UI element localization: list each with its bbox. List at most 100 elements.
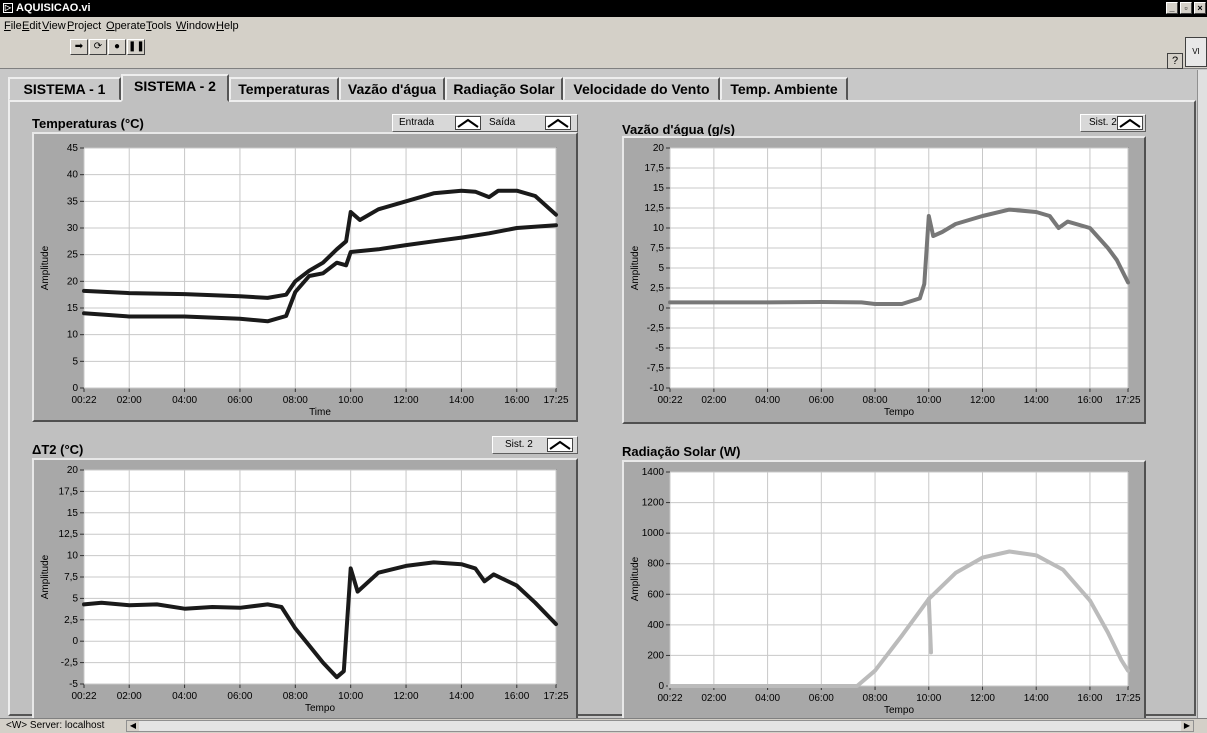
plot-area [669, 471, 1129, 687]
y-axis-label: Amplitude [630, 245, 641, 290]
y-tick-label: 35 [67, 196, 79, 207]
tab-sistema-2[interactable]: SISTEMA - 2 [121, 74, 229, 102]
close-button[interactable]: × [1194, 2, 1206, 14]
run-continuously-icon[interactable]: ⟳ [89, 39, 107, 55]
tab-sistema-1[interactable]: SISTEMA - 1 [8, 77, 121, 101]
x-axis-label: Tempo [305, 703, 335, 714]
scroll-left-icon[interactable]: ◀ [127, 721, 139, 731]
y-tick-label: -5 [69, 679, 78, 690]
x-tick-label: 14:00 [449, 691, 474, 702]
y-tick-label: 12,5 [645, 203, 665, 214]
y-axis-label: Amplitude [40, 245, 51, 290]
tab-vazao-agua[interactable]: Vazão d'água [339, 77, 445, 101]
plot-legend-temperaturas[interactable]: Entrada Saída [392, 114, 578, 132]
x-tick-label: 16:00 [1077, 693, 1102, 704]
y-tick-label: 400 [647, 620, 664, 631]
server-status: <W> Server: localhost [6, 720, 105, 731]
y-tick-label: 0 [72, 636, 78, 647]
plot-legend-vazao[interactable]: Sist. 2 [1080, 114, 1146, 132]
x-tick-label: 02:00 [701, 693, 726, 704]
menu-window[interactable]: Window [176, 20, 216, 32]
y-tick-label: 7,5 [650, 243, 664, 254]
maximize-button[interactable]: ▫ [1180, 2, 1192, 14]
tab-velocidade-vento[interactable]: Velocidade do Vento [563, 77, 720, 101]
run-arrow-icon[interactable]: ➡ [70, 39, 88, 55]
plot-style-icon[interactable] [455, 116, 481, 130]
menu-operate[interactable]: Operate [106, 20, 146, 32]
toolbar: ➡ ⟳ ● ❚❚ ? VI [0, 35, 1207, 69]
y-tick-label: 5 [72, 593, 78, 604]
vi-icon: ▷ [3, 3, 13, 13]
y-tick-label: 600 [647, 589, 664, 600]
y-tick-label: 10 [67, 551, 79, 562]
y-tick-label: 15 [653, 183, 665, 194]
minimize-button[interactable]: _ [1166, 2, 1178, 14]
context-help-button[interactable]: ? [1167, 53, 1183, 69]
y-tick-label: 5 [658, 263, 664, 274]
menu-project[interactable]: Project [67, 20, 102, 32]
chart-radiacao[interactable]: 00:22 02:00 04:00 06:00 08:00 10:00 12:00 14:00… [622, 460, 1146, 720]
chart-title-vazao: Vazão d'água (g/s) [622, 122, 735, 137]
x-tick-label: 17:25 [543, 395, 568, 406]
x-tick-label: 02:00 [117, 395, 142, 406]
legend-label-entrada: Entrada [399, 117, 435, 128]
x-tick-label: 04:00 [755, 395, 780, 406]
y-tick-label: 40 [67, 170, 79, 181]
plot-area [83, 147, 557, 389]
horizontal-scrollbar[interactable]: ◀ ▶ [126, 720, 1194, 732]
y-tick-label: 2,5 [64, 615, 78, 626]
menu-file[interactable]: File [4, 20, 22, 32]
y-tick-label: 15 [67, 303, 79, 314]
chart-title-radiacao: Radiação Solar (W) [622, 444, 741, 459]
y-axis-label: Amplitude [40, 554, 51, 599]
plot-style-icon[interactable] [1117, 116, 1143, 130]
series-line-2 [82, 223, 558, 324]
x-tick-label: 10:00 [916, 395, 941, 406]
chart-temperaturas[interactable]: 00:22 02:00 04:00 06:00 08:00 10:00 12:00 14:00… [32, 132, 578, 422]
series-line-1 [668, 207, 1130, 306]
menu-view[interactable]: View [42, 20, 66, 32]
chart-delta-t2[interactable]: 00:22 02:00 04:00 06:00 08:00 10:00 12:00 14:00… [32, 458, 578, 720]
plot-legend-delta[interactable]: Sist. 2 [492, 436, 578, 454]
y-tick-label: 20 [653, 143, 665, 154]
y-tick-label: 0 [658, 303, 664, 314]
x-tick-label: 14:00 [1024, 693, 1049, 704]
window-title: AQUISICAO.vi [16, 2, 91, 14]
x-tick-label: 16:00 [504, 395, 529, 406]
tab-panel-sistema-2: Temperaturas (°C) Entrada Saída 00:22 02:… [8, 100, 1196, 720]
x-tick-label: 00:22 [71, 691, 96, 702]
x-tick-label: 08:00 [283, 395, 308, 406]
menu-help[interactable]: Help [216, 20, 239, 32]
series-line-1 [82, 560, 558, 680]
y-tick-label: 12,5 [59, 529, 79, 540]
x-axis-label: Tempo [884, 705, 914, 716]
vertical-scrollbar[interactable] [1197, 70, 1207, 718]
y-tick-label: 20 [67, 465, 79, 476]
x-tick-label: 00:22 [657, 395, 682, 406]
series-line-1 [82, 188, 558, 300]
chart-vazao[interactable]: 00:22 02:00 04:00 06:00 08:00 10:00 12:00 14:00… [622, 136, 1146, 424]
x-tick-label: 08:00 [863, 395, 888, 406]
plot-style-icon[interactable] [547, 438, 573, 452]
y-tick-label: -7,5 [647, 363, 665, 374]
pause-icon[interactable]: ❚❚ [127, 39, 145, 55]
scroll-right-icon[interactable]: ▶ [1181, 721, 1193, 731]
y-tick-label: 0 [658, 681, 664, 692]
menu-tools[interactable]: Tools [146, 20, 172, 32]
tab-temp-ambiente[interactable]: Temp. Ambiente [720, 77, 848, 101]
menu-bar: File Edit View Project Operate Tools Win… [0, 17, 1207, 35]
x-tick-label: 06:00 [227, 395, 252, 406]
abort-icon[interactable]: ● [108, 39, 126, 55]
y-tick-label: 17,5 [645, 163, 665, 174]
y-tick-label: 20 [67, 276, 79, 287]
x-tick-label: 00:22 [657, 693, 682, 704]
status-bar: <W> Server: localhost ◀ ▶ [0, 718, 1207, 733]
x-tick-label: 08:00 [863, 693, 888, 704]
x-tick-label: 16:00 [1077, 395, 1102, 406]
x-tick-label: 10:00 [916, 693, 941, 704]
x-tick-label: 12:00 [394, 691, 419, 702]
tab-temperaturas[interactable]: Temperaturas [229, 77, 339, 101]
plot-style-icon[interactable] [545, 116, 571, 130]
tab-radiacao-solar[interactable]: Radiação Solar [445, 77, 563, 101]
menu-edit[interactable]: Edit [22, 20, 41, 32]
